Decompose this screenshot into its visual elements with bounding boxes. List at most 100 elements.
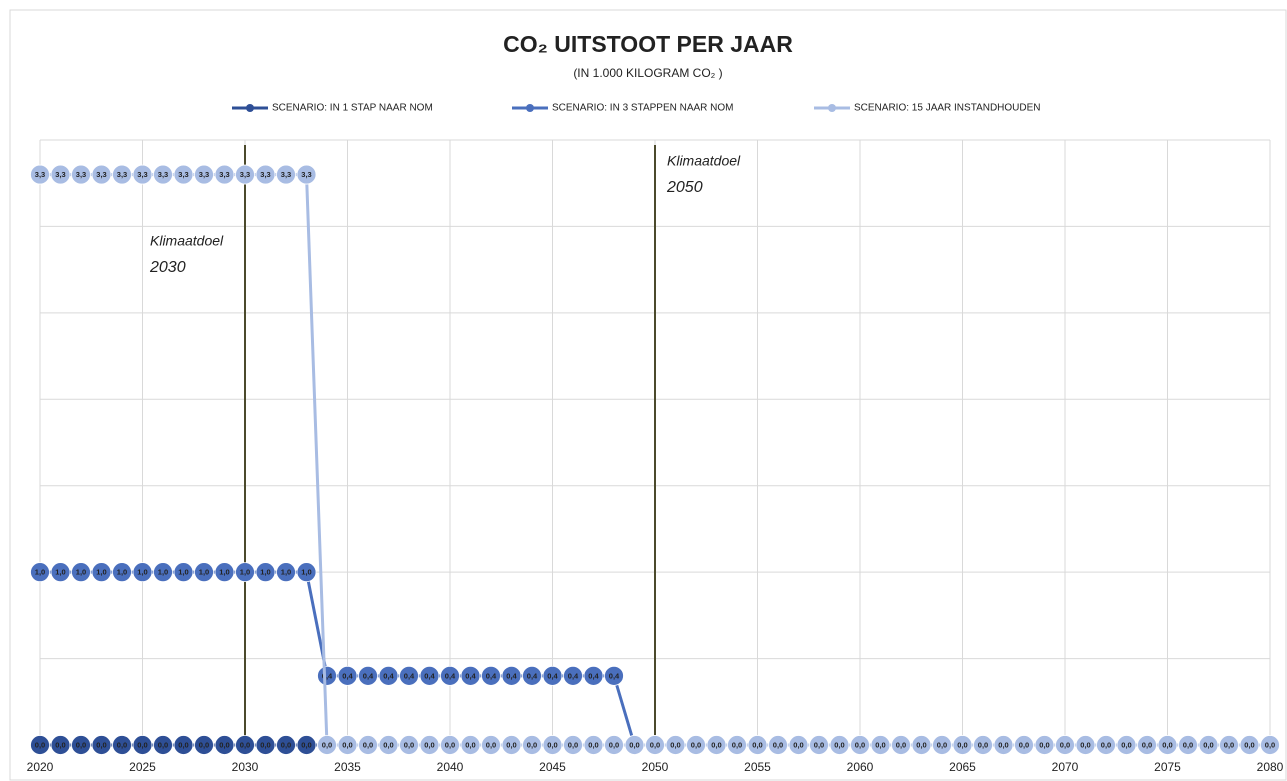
legend-label: SCENARIO: 15 JAAR INSTANDHOUDEN bbox=[854, 103, 1041, 114]
data-label: 0,0 bbox=[383, 740, 393, 749]
data-label: 0,0 bbox=[260, 740, 270, 749]
data-point bbox=[235, 735, 255, 755]
x-tick-label: 2060 bbox=[847, 760, 874, 774]
data-point bbox=[214, 735, 235, 755]
legend-label: SCENARIO: IN 1 STAP NAAR NOM bbox=[272, 103, 433, 114]
data-point bbox=[932, 735, 952, 755]
data-label: 0,4 bbox=[465, 671, 476, 680]
x-tick-label: 2070 bbox=[1052, 760, 1079, 774]
data-point bbox=[91, 164, 112, 185]
data-point bbox=[563, 665, 583, 686]
data-label: 0,0 bbox=[1039, 740, 1049, 749]
data-point bbox=[173, 735, 194, 755]
x-tick-label: 2055 bbox=[744, 760, 771, 774]
data-label: 0,0 bbox=[1060, 740, 1070, 749]
x-tick-label: 2050 bbox=[642, 760, 669, 774]
x-tick-label: 2075 bbox=[1154, 760, 1181, 774]
data-label: 0,0 bbox=[773, 740, 783, 749]
data-point bbox=[440, 735, 460, 755]
data-point bbox=[829, 735, 850, 755]
data-point bbox=[604, 735, 624, 755]
data-point bbox=[1219, 735, 1239, 755]
x-tick-label: 2030 bbox=[232, 760, 259, 774]
data-point bbox=[788, 735, 809, 755]
data-point bbox=[768, 735, 788, 755]
data-label: 0,0 bbox=[55, 740, 65, 749]
data-label: 0,0 bbox=[1142, 740, 1152, 749]
data-point bbox=[132, 562, 153, 583]
data-point bbox=[1198, 735, 1219, 755]
data-point bbox=[194, 164, 214, 185]
data-point bbox=[460, 735, 481, 755]
x-tick-label: 2040 bbox=[437, 760, 464, 774]
data-point bbox=[952, 735, 973, 755]
data-point bbox=[194, 562, 214, 583]
data-label: 3,3 bbox=[117, 170, 127, 179]
data-point bbox=[624, 735, 645, 755]
data-label: 0,0 bbox=[178, 740, 188, 749]
data-point bbox=[706, 735, 727, 755]
data-label: 0,0 bbox=[1121, 740, 1131, 749]
data-label: 1,0 bbox=[301, 568, 311, 577]
data-point bbox=[645, 735, 665, 755]
data-point bbox=[112, 562, 132, 583]
data-point bbox=[1137, 735, 1157, 755]
data-point bbox=[71, 562, 91, 583]
data-point bbox=[296, 735, 317, 755]
data-label: 0,0 bbox=[834, 740, 844, 749]
data-label: 0,0 bbox=[957, 740, 967, 749]
annotation-text: 2030 bbox=[149, 259, 186, 276]
data-point bbox=[419, 735, 440, 755]
data-label: 0,0 bbox=[322, 740, 332, 749]
data-point bbox=[276, 735, 296, 755]
data-point bbox=[870, 735, 891, 755]
data-point bbox=[30, 735, 50, 755]
data-label: 0,0 bbox=[978, 740, 988, 749]
data-point bbox=[1096, 735, 1116, 755]
data-label: 3,3 bbox=[76, 170, 86, 179]
data-label: 0,0 bbox=[404, 740, 414, 749]
data-point bbox=[1157, 735, 1178, 755]
chart-title: CO₂ UITSTOOT PER JAAR bbox=[503, 31, 793, 57]
data-label: 0,4 bbox=[609, 671, 620, 680]
data-label: 3,3 bbox=[240, 170, 250, 179]
data-label: 1,0 bbox=[76, 568, 86, 577]
data-point bbox=[358, 665, 378, 686]
data-point bbox=[1116, 735, 1137, 755]
legend-swatch-marker bbox=[828, 104, 836, 112]
data-point bbox=[317, 735, 337, 755]
data-label: 1,0 bbox=[35, 568, 45, 577]
data-label: 0,0 bbox=[1224, 740, 1234, 749]
x-tick-label: 2025 bbox=[129, 760, 156, 774]
data-point bbox=[50, 562, 71, 583]
data-point bbox=[1178, 735, 1198, 755]
data-label: 0,4 bbox=[322, 671, 333, 680]
data-point bbox=[665, 735, 686, 755]
data-point bbox=[850, 735, 870, 755]
legend-label: SCENARIO: IN 3 STAPPEN NAAR NOM bbox=[552, 103, 734, 114]
data-point bbox=[112, 164, 132, 185]
data-point bbox=[276, 164, 296, 185]
data-point bbox=[522, 665, 542, 686]
data-label: 3,3 bbox=[219, 170, 229, 179]
data-point bbox=[71, 164, 91, 185]
data-point bbox=[255, 164, 276, 185]
data-point bbox=[153, 562, 173, 583]
data-label: 0,4 bbox=[568, 671, 579, 680]
data-point bbox=[132, 735, 153, 755]
data-point bbox=[993, 735, 1014, 755]
data-label: 0,0 bbox=[711, 740, 721, 749]
data-point bbox=[317, 665, 337, 686]
legend-swatch-marker bbox=[526, 104, 534, 112]
data-label: 3,3 bbox=[199, 170, 209, 179]
annotation-text: Klimaatdoel bbox=[667, 153, 741, 169]
data-point bbox=[50, 735, 71, 755]
data-label: 0,0 bbox=[855, 740, 865, 749]
data-point bbox=[91, 735, 112, 755]
data-label: 0,0 bbox=[670, 740, 680, 749]
data-label: 1,0 bbox=[117, 568, 127, 577]
data-point bbox=[973, 735, 993, 755]
data-point bbox=[153, 735, 173, 755]
